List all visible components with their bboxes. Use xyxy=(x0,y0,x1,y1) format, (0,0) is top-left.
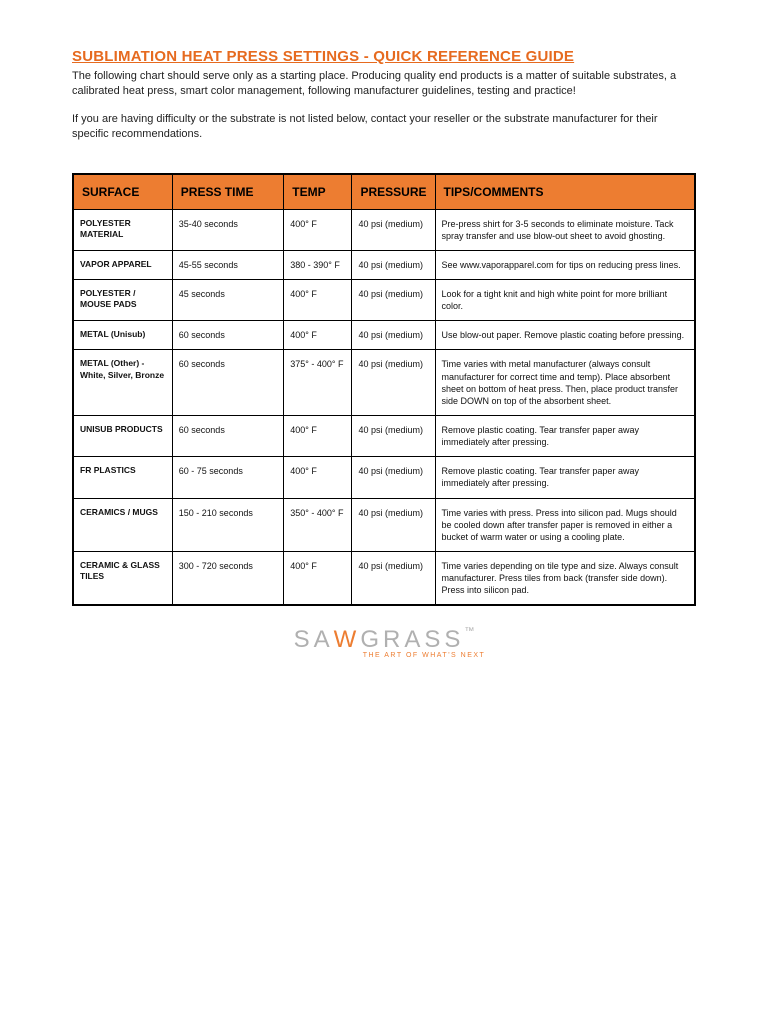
cell-temp: 400° F xyxy=(284,551,352,605)
col-header-pressure: PRESSURE xyxy=(352,174,435,210)
col-header-surface: SURFACE xyxy=(73,174,172,210)
cell-time: 45 seconds xyxy=(172,279,283,320)
cell-pressure: 40 psi (medium) xyxy=(352,415,435,456)
cell-tips: Time varies with press. Press into silic… xyxy=(435,498,695,551)
table-row: METAL (Unisub)60 seconds400° F40 psi (me… xyxy=(73,321,695,350)
logo-text-w: W xyxy=(334,626,361,653)
table-row: UNISUB PRODUCTS60 seconds400° F40 psi (m… xyxy=(73,415,695,456)
cell-temp: 400° F xyxy=(284,415,352,456)
sawgrass-logo: SAWGRASS™ xyxy=(72,626,696,654)
settings-table-wrap: SURFACE PRESS TIME TEMP PRESSURE TIPS/CO… xyxy=(72,173,696,607)
cell-temp: 400° F xyxy=(284,209,352,250)
logo-tm: ™ xyxy=(464,626,474,637)
logo-text-right: GRASS xyxy=(360,626,464,653)
cell-surface: CERAMICS / MUGS xyxy=(73,498,172,551)
cell-temp: 400° F xyxy=(284,457,352,498)
cell-pressure: 40 psi (medium) xyxy=(352,250,435,279)
cell-pressure: 40 psi (medium) xyxy=(352,279,435,320)
table-row: POLYESTER / MOUSE PADS45 seconds400° F40… xyxy=(73,279,695,320)
logo-text-left: SA xyxy=(294,626,334,653)
col-header-tips: TIPS/COMMENTS xyxy=(435,174,695,210)
logo-wrap: SAWGRASS™ THE ART OF WHAT'S NEXT xyxy=(72,626,696,659)
page-title: SUBLIMATION HEAT PRESS SETTINGS - QUICK … xyxy=(72,48,696,65)
cell-time: 150 - 210 seconds xyxy=(172,498,283,551)
table-row: METAL (Other) - White, Silver, Bronze60 … xyxy=(73,350,695,416)
table-row: CERAMICS / MUGS150 - 210 seconds350° - 4… xyxy=(73,498,695,551)
cell-time: 60 seconds xyxy=(172,415,283,456)
cell-pressure: 40 psi (medium) xyxy=(352,209,435,250)
settings-table: SURFACE PRESS TIME TEMP PRESSURE TIPS/CO… xyxy=(72,173,696,607)
cell-tips: Use blow-out paper. Remove plastic coati… xyxy=(435,321,695,350)
intro-paragraph-2: If you are having difficulty or the subs… xyxy=(72,112,696,143)
cell-surface: POLYESTER / MOUSE PADS xyxy=(73,279,172,320)
cell-time: 60 - 75 seconds xyxy=(172,457,283,498)
cell-surface: POLYESTER MATERIAL xyxy=(73,209,172,250)
cell-surface: CERAMIC & GLASS TILES xyxy=(73,551,172,605)
cell-temp: 380 - 390° F xyxy=(284,250,352,279)
cell-temp: 350° - 400° F xyxy=(284,498,352,551)
cell-tips: Remove plastic coating. Tear transfer pa… xyxy=(435,457,695,498)
cell-time: 45-55 seconds xyxy=(172,250,283,279)
col-header-temp: TEMP xyxy=(284,174,352,210)
cell-surface: METAL (Other) - White, Silver, Bronze xyxy=(73,350,172,416)
cell-temp: 400° F xyxy=(284,321,352,350)
table-body: POLYESTER MATERIAL35-40 seconds400° F40 … xyxy=(73,209,695,605)
cell-temp: 400° F xyxy=(284,279,352,320)
cell-time: 300 - 720 seconds xyxy=(172,551,283,605)
logo-tagline: THE ART OF WHAT'S NEXT xyxy=(152,652,696,659)
cell-surface: VAPOR APPAREL xyxy=(73,250,172,279)
cell-pressure: 40 psi (medium) xyxy=(352,498,435,551)
cell-surface: UNISUB PRODUCTS xyxy=(73,415,172,456)
cell-surface: METAL (Unisub) xyxy=(73,321,172,350)
cell-time: 60 seconds xyxy=(172,350,283,416)
document-page: SUBLIMATION HEAT PRESS SETTINGS - QUICK … xyxy=(0,0,768,1024)
cell-temp: 375° - 400° F xyxy=(284,350,352,416)
cell-tips: Look for a tight knit and high white poi… xyxy=(435,279,695,320)
cell-pressure: 40 psi (medium) xyxy=(352,551,435,605)
table-row: VAPOR APPAREL45-55 seconds380 - 390° F40… xyxy=(73,250,695,279)
cell-pressure: 40 psi (medium) xyxy=(352,457,435,498)
table-header-row: SURFACE PRESS TIME TEMP PRESSURE TIPS/CO… xyxy=(73,174,695,210)
cell-pressure: 40 psi (medium) xyxy=(352,350,435,416)
cell-surface: FR PLASTICS xyxy=(73,457,172,498)
cell-time: 35-40 seconds xyxy=(172,209,283,250)
cell-pressure: 40 psi (medium) xyxy=(352,321,435,350)
cell-tips: Pre-press shirt for 3-5 seconds to elimi… xyxy=(435,209,695,250)
cell-tips: Remove plastic coating. Tear transfer pa… xyxy=(435,415,695,456)
col-header-presstime: PRESS TIME xyxy=(172,174,283,210)
table-row: CERAMIC & GLASS TILES300 - 720 seconds40… xyxy=(73,551,695,605)
cell-tips: Time varies depending on tile type and s… xyxy=(435,551,695,605)
cell-time: 60 seconds xyxy=(172,321,283,350)
table-row: FR PLASTICS60 - 75 seconds400° F40 psi (… xyxy=(73,457,695,498)
cell-tips: See www.vaporapparel.com for tips on red… xyxy=(435,250,695,279)
table-row: POLYESTER MATERIAL35-40 seconds400° F40 … xyxy=(73,209,695,250)
cell-tips: Time varies with metal manufacturer (alw… xyxy=(435,350,695,416)
intro-paragraph-1: The following chart should serve only as… xyxy=(72,69,696,100)
